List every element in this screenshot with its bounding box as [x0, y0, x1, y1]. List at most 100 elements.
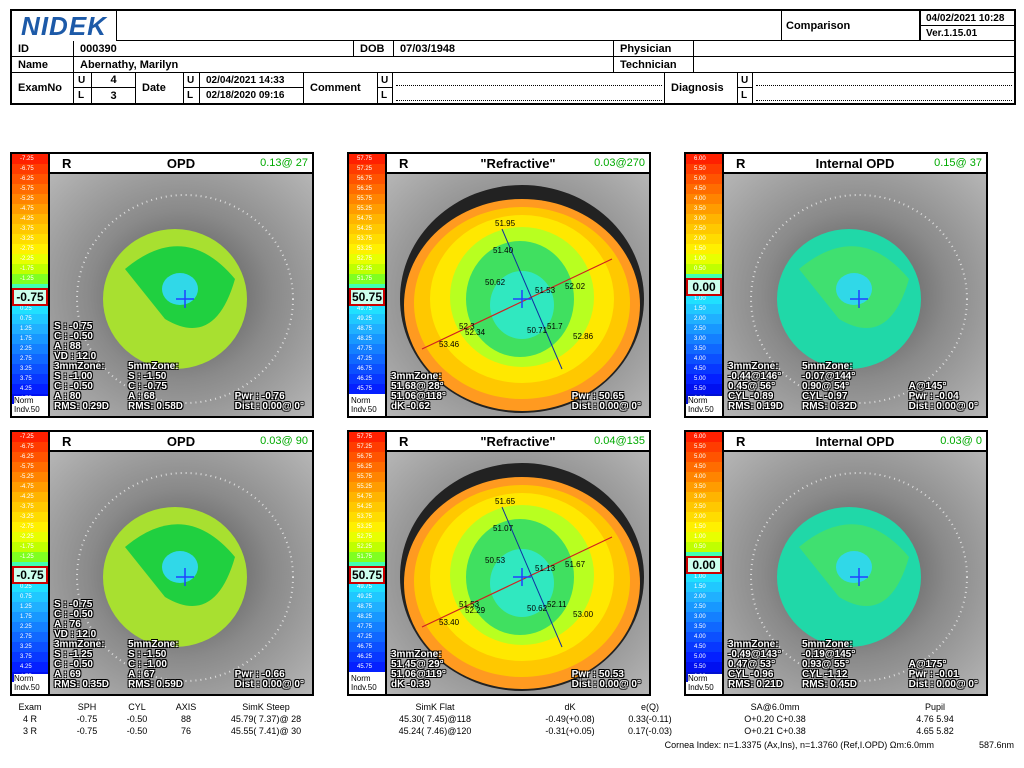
eye-map-image[interactable]: S : -0.75 C : -0.50 A : 88 VD : 12.0 3mm…	[50, 174, 312, 416]
scale-step: 0.25	[12, 582, 48, 592]
eye-map-image[interactable]: S : -0.75 C : -0.50 A : 76 VD : 12.0 3mm…	[50, 452, 312, 694]
scale-norm-label[interactable]: Norm Indv.50	[351, 674, 385, 692]
scale-current-value[interactable]: -0.75	[12, 288, 48, 306]
report-version: Ver.1.15.01	[920, 26, 1016, 41]
power-readout: Pwr : 50.65 Dist : 0.00@ 0°	[571, 391, 641, 412]
map-panel-4[interactable]: -7.25 -6.75 -6.25 -5.75 -5.25 -4.75 -4.25 -3.75…	[10, 430, 314, 696]
table-cell: 4.76 5.94	[916, 714, 954, 724]
date-u-label: U	[184, 73, 200, 88]
scale-step: 0.25	[12, 304, 48, 314]
refractive-value: 51.07	[493, 524, 514, 533]
table-cell: -0.75	[76, 714, 98, 724]
color-scale: -7.25 -6.75 -6.25 -5.75 -5.25 -4.75 -4.25 -3.75…	[12, 154, 50, 416]
scale-step: 5.50	[686, 164, 722, 174]
scale-current-value[interactable]: 0.00	[686, 278, 722, 296]
scale-step: 45.75	[349, 384, 385, 394]
scale-step: -1.25	[12, 552, 48, 562]
refractive-value: 51.7	[547, 322, 563, 331]
scale-step: 0.50	[686, 264, 722, 274]
scale-norm-label[interactable]: Norm Indv.50	[688, 674, 722, 692]
map-panel-1[interactable]: -7.25 -6.75 -6.25 -5.75 -5.25 -4.75 -4.25 -3.75…	[10, 152, 314, 418]
scale-current-value[interactable]: 50.75	[349, 288, 385, 306]
scale-norm-label[interactable]: Norm Indv.50	[351, 396, 385, 414]
refractive-value: 52.3	[459, 322, 475, 331]
wavelength: 587.6nm	[978, 740, 1014, 750]
table-header-cell: SimK Flat	[415, 702, 455, 712]
patient-id: 000390	[74, 41, 354, 57]
scale-step: 2.25	[12, 622, 48, 632]
eye-map-image[interactable]: 3mmZone: 51.68@ 28° 51.06@118° dK -0.62 …	[387, 174, 649, 416]
scale-step: 3.50	[686, 204, 722, 214]
scale-norm-label[interactable]: Norm Indv.50	[688, 396, 722, 414]
scale-step: 4.00	[686, 354, 722, 364]
scale-current-value[interactable]: -0.75	[12, 566, 48, 584]
header-blank	[116, 11, 782, 41]
zone-readout: 5mmZone: -0.07@144° 0.90@ 54° CYL -0.97 …	[802, 361, 858, 412]
scale-step: 2.50	[686, 502, 722, 512]
eye-map-image[interactable]: 3mmZone: 51.45@ 29° 51.06@119° dK -0.39 …	[387, 452, 649, 694]
scale-step: 1.50	[686, 522, 722, 532]
scale-step: 4.25	[12, 384, 48, 394]
scale-current-value[interactable]: 50.75	[349, 566, 385, 584]
id-label: ID	[12, 41, 74, 57]
color-scale: 57.75 57.25 56.75 56.25 55.75 55.25 54.75 54.25…	[349, 154, 387, 416]
scale-norm-label[interactable]: Norm Indv.50	[14, 396, 48, 414]
scale-step: 51.75	[349, 274, 385, 284]
refractive-value: 53.40	[439, 618, 460, 627]
map-panel-2[interactable]: 57.75 57.25 56.75 56.25 55.75 55.25 54.75 54.25…	[347, 152, 651, 418]
scale-step: 52.25	[349, 264, 385, 274]
table-header-cell: SPH	[77, 702, 97, 712]
map-name: Internal OPD	[815, 156, 895, 171]
map-name: "Refractive"	[480, 156, 556, 171]
scale-step: 3.50	[686, 622, 722, 632]
eye-map-image[interactable]: 3mmZone: -0.44@146° 0.45@ 56° CYL -0.89 …	[724, 174, 986, 416]
refractive-value: 52.86	[573, 332, 594, 341]
exam-u-label: U	[74, 73, 92, 88]
refractive-value: 51.65	[495, 497, 516, 506]
scale-step: -2.25	[12, 532, 48, 542]
eye-map-image[interactable]: 3mmZone: -0.49@143° 0.47@ 53° CYL -0.96 …	[724, 452, 986, 694]
scale-step: 53.75	[349, 234, 385, 244]
dob-label: DOB	[354, 41, 394, 57]
map-panel-3[interactable]: 6.00 5.50 5.00 4.50 4.00 3.50 3.00 2.50 2.00 1.50…	[684, 152, 988, 418]
scale-step: 4.00	[686, 472, 722, 482]
scale-current-value[interactable]: 0.00	[686, 556, 722, 574]
refractive-value: 51.40	[493, 246, 514, 255]
scale-step: 54.25	[349, 224, 385, 234]
scale-step: -2.75	[12, 244, 48, 254]
table-header-cell: Exam	[18, 702, 42, 712]
name-label: Name	[12, 57, 74, 73]
scale-step: 56.25	[349, 184, 385, 194]
scale-step: 4.00	[686, 194, 722, 204]
patient-name: Abernathy, Marilyn	[74, 57, 614, 73]
scale-step: 55.25	[349, 204, 385, 214]
report-title: Comparison	[782, 11, 920, 41]
date-label: Date	[136, 73, 184, 103]
scale-step: -5.25	[12, 472, 48, 482]
map-panel-5[interactable]: 57.75 57.25 56.75 56.25 55.75 55.25 54.75 54.25…	[347, 430, 651, 696]
cornea-index-note: Cornea Index: n=1.3375 (Ax,Ins), n=1.376…	[664, 740, 934, 750]
scale-step: 45.75	[349, 662, 385, 672]
scale-norm-label[interactable]: Norm Indv.50	[14, 674, 48, 692]
scale-step: 1.75	[12, 612, 48, 622]
map-panel-6[interactable]: 6.00 5.50 5.00 4.50 4.00 3.50 3.00 2.50 2.00 1.50…	[684, 430, 988, 696]
eye-label: R	[736, 156, 746, 171]
nidek-logo: NIDEK	[21, 10, 107, 41]
scale-step: 4.25	[12, 662, 48, 672]
scale-step: -6.75	[12, 442, 48, 452]
refractive-value: 51.67	[565, 560, 586, 569]
scale-step: 51.75	[349, 552, 385, 562]
scale-step: -1.75	[12, 264, 48, 274]
scale-step: 55.25	[349, 482, 385, 492]
table-header-cell: SA@6.0mm	[750, 702, 800, 712]
scale-step: 1.00	[686, 254, 722, 264]
color-scale: -7.25 -6.75 -6.25 -5.75 -5.25 -4.75 -4.25 -3.75…	[12, 432, 50, 694]
examno-label: ExamNo	[12, 73, 74, 103]
exam-l: 3	[92, 88, 136, 103]
physician-label: Physician	[614, 41, 694, 57]
scale-step: -5.25	[12, 194, 48, 204]
scale-step: -6.75	[12, 164, 48, 174]
scale-step: 4.50	[686, 364, 722, 374]
panel-title-bar: R "Refractive" 0.03@270	[387, 154, 649, 174]
date-u: 02/04/2021 14:33	[200, 73, 304, 88]
